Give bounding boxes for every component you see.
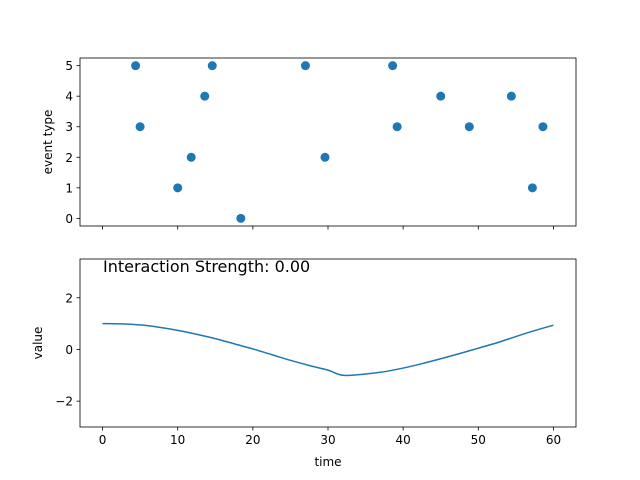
bottom-x-axis-label: time xyxy=(314,455,341,469)
top-y-tick-label: 5 xyxy=(65,59,73,73)
event-point xyxy=(200,91,210,101)
top-y-axis-label: event type xyxy=(41,110,55,175)
bottom-x-tick-label: 50 xyxy=(471,433,486,447)
bottom-x-tick-label: 60 xyxy=(546,433,561,447)
event-point xyxy=(300,61,310,71)
bottom-x-tick-label: 10 xyxy=(170,433,185,447)
event-point xyxy=(186,152,196,162)
bottom-plot-frame xyxy=(79,258,577,428)
event-point xyxy=(207,61,217,71)
top-y-tick-label: 1 xyxy=(65,181,73,195)
top-y-ticks: 0 1 2 3 4 5 xyxy=(65,59,80,226)
bottom-y-tick-label: −2 xyxy=(55,395,73,409)
top-panel: 0 1 2 3 4 5 event type xyxy=(41,57,577,230)
bottom-x-tick-label: 0 xyxy=(99,433,107,447)
event-point xyxy=(173,183,183,193)
top-y-tick-label: 4 xyxy=(65,90,73,104)
bottom-x-ticks: 0 10 20 30 40 50 60 xyxy=(99,427,561,447)
event-point xyxy=(527,183,537,193)
bottom-y-ticks: −2 0 2 xyxy=(55,291,80,409)
bottom-x-tick-label: 20 xyxy=(245,433,260,447)
top-plot-marks xyxy=(131,61,548,223)
top-plot-frame xyxy=(79,57,577,227)
event-point xyxy=(388,61,398,71)
bottom-y-tick-label: 0 xyxy=(65,343,73,357)
event-point xyxy=(464,122,474,132)
event-point xyxy=(236,213,246,223)
event-point xyxy=(506,91,516,101)
event-point xyxy=(436,91,446,101)
event-point xyxy=(135,122,145,132)
value-line xyxy=(102,322,554,377)
top-y-tick-label: 3 xyxy=(65,120,73,134)
bottom-x-tick-label: 40 xyxy=(396,433,411,447)
event-point xyxy=(392,122,402,132)
bottom-y-tick-label: 2 xyxy=(65,291,73,305)
bottom-panel: 0 10 20 30 40 50 60 −2 0 2 Interaction Strength:… xyxy=(31,257,577,469)
event-point xyxy=(131,61,141,71)
event-point xyxy=(320,152,330,162)
top-x-ticks xyxy=(102,226,554,230)
event-point xyxy=(538,122,548,132)
bottom-y-axis-label: value xyxy=(31,327,45,360)
top-y-tick-label: 2 xyxy=(65,151,73,165)
bottom-plot-marks xyxy=(102,322,554,377)
bottom-x-tick-label: 30 xyxy=(320,433,335,447)
interaction-strength-annotation: Interaction Strength: 0.00 xyxy=(103,257,310,276)
top-y-tick-label: 0 xyxy=(65,212,73,226)
